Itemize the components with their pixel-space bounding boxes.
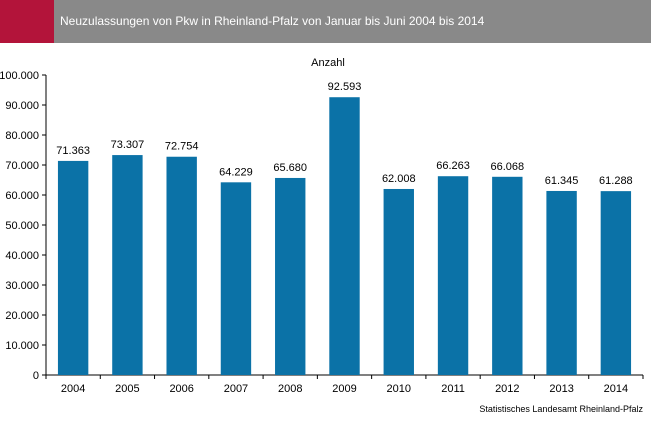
bar-2008 bbox=[275, 177, 306, 375]
y-tick-label: 10.000 bbox=[5, 340, 39, 352]
data-label-2007: 64.229 bbox=[219, 166, 253, 178]
y-tick-label: 60.000 bbox=[5, 190, 39, 202]
bar-2013 bbox=[546, 190, 577, 375]
chart-title: Neuzulassungen von Pkw in Rheinland-Pfal… bbox=[60, 14, 485, 28]
data-label-2004: 71.363 bbox=[56, 145, 90, 157]
data-label-2008: 65.680 bbox=[273, 162, 307, 174]
data-labels: 71.363 73.307 72.754 64.229 65.680 92.593 62.0… bbox=[56, 81, 632, 187]
bar-2010 bbox=[383, 188, 414, 375]
data-label-2011: 66.263 bbox=[436, 160, 470, 172]
x-tick-label: 2008 bbox=[278, 383, 302, 395]
y-tick-label: 30.000 bbox=[5, 280, 39, 292]
bars bbox=[57, 97, 632, 375]
bar-2012 bbox=[492, 176, 523, 375]
y-tick-label: 80.000 bbox=[5, 130, 39, 142]
bar-2014 bbox=[600, 191, 632, 375]
data-label-2005: 73.307 bbox=[111, 139, 145, 151]
data-label-2006: 72.754 bbox=[165, 141, 199, 153]
bar-2005 bbox=[112, 155, 143, 375]
y-tick-label: 20.000 bbox=[5, 310, 39, 322]
chart-area bbox=[0, 43, 651, 421]
source-note: Statistisches Landesamt Rheinland-Pfalz bbox=[479, 404, 643, 414]
bar-2006 bbox=[166, 156, 197, 375]
x-axis: 2004 2005 2006 2007 2008 2009 2010 2011 2012 2013… bbox=[45, 374, 644, 395]
data-label-2012: 66.068 bbox=[490, 161, 524, 173]
bar-2009 bbox=[329, 97, 360, 375]
y-tick-label: 0 bbox=[33, 370, 39, 382]
x-tick-label: 2010 bbox=[387, 383, 411, 395]
bar-2004 bbox=[57, 160, 89, 375]
x-tick-label: 2007 bbox=[224, 383, 248, 395]
x-tick-label: 2005 bbox=[115, 383, 139, 395]
header-bar: Neuzulassungen von Pkw in Rheinland-Pfal… bbox=[0, 0, 651, 43]
data-label-2013: 61.345 bbox=[545, 175, 579, 187]
x-tick-label: 2012 bbox=[495, 383, 519, 395]
y-tick-label: 50.000 bbox=[5, 220, 39, 232]
x-tick-label: 2004 bbox=[61, 383, 85, 395]
y-tick-label: 90.000 bbox=[5, 100, 39, 112]
bar-2007 bbox=[220, 182, 252, 375]
y-tick-label: 100.000 bbox=[0, 70, 39, 82]
y-axis: 0 10.000 20.000 30.000 40.000 50.000 60.000 70.… bbox=[0, 70, 47, 382]
y-axis-label: Anzahl bbox=[311, 57, 345, 69]
x-tick-label: 2006 bbox=[169, 383, 193, 395]
accent-block bbox=[0, 0, 54, 43]
x-tick-label: 2009 bbox=[332, 383, 356, 395]
x-tick-label: 2011 bbox=[441, 383, 465, 395]
y-tick-label: 40.000 bbox=[5, 250, 39, 262]
x-tick-label: 2013 bbox=[549, 383, 573, 395]
x-tick-label: 2014 bbox=[604, 383, 628, 395]
data-label-2009: 92.593 bbox=[328, 81, 362, 93]
data-label-2014: 61.288 bbox=[599, 175, 633, 187]
y-tick-label: 70.000 bbox=[5, 160, 39, 172]
data-label-2010: 62.008 bbox=[382, 173, 416, 185]
bar-2011 bbox=[437, 176, 469, 375]
